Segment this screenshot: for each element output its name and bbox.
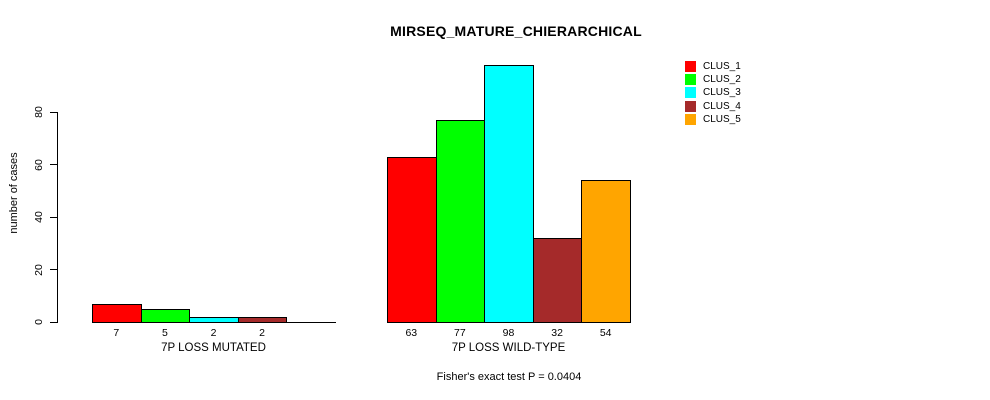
bar-clus_3-wild-type [484, 64, 534, 323]
bar-value-label: 2 [210, 327, 217, 339]
bar-value-label: 2 [259, 327, 266, 339]
y-axis-tick [50, 164, 57, 165]
bar-clus_3-mutated [189, 316, 239, 323]
legend-label: CLUS_4 [703, 100, 741, 112]
bar-clus_5-wild-type [581, 180, 631, 323]
bar-clus_4-wild-type [532, 238, 583, 323]
y-axis-tick [50, 269, 57, 270]
legend-label: CLUS_1 [703, 61, 741, 72]
legend-label: CLUS_2 [703, 74, 741, 86]
legend-item-clus_1: CLUS_1 [685, 61, 741, 72]
chart-title: MIRSEQ_MATURE_CHIERARCHICAL [390, 23, 642, 39]
legend-swatch-icon [685, 113, 696, 125]
bar-value-label: 98 [502, 327, 515, 339]
legend-label: CLUS_5 [703, 113, 741, 125]
y-tick-label: 0 [33, 319, 45, 325]
bar-clus_4-mutated [237, 316, 288, 323]
fisher-test-caption: Fisher's exact test P = 0.0404 [436, 371, 582, 383]
legend-item-clus_4: CLUS_4 [685, 100, 741, 112]
y-axis-tick [50, 111, 57, 113]
bar-clus_1-mutated [92, 303, 142, 323]
y-tick-label: 60 [33, 158, 45, 171]
bar-value-label: 5 [161, 327, 168, 339]
legend-swatch-icon [685, 74, 696, 86]
y-axis-tick [50, 216, 57, 218]
legend-item-clus_2: CLUS_2 [685, 74, 741, 86]
y-tick-label: 80 [33, 106, 45, 118]
legend: CLUS_1 CLUS_2 CLUS_3 CLUS_4 CLUS_5 [685, 61, 741, 127]
group-label: 7P LOSS WILD-TYPE [451, 342, 566, 354]
bar-clus_1-wild-type [387, 156, 437, 323]
y-tick-label: 20 [33, 263, 45, 276]
legend-swatch-icon [685, 61, 696, 72]
legend-label: CLUS_3 [703, 87, 741, 99]
group-label: 7P LOSS MUTATED [161, 342, 266, 354]
bar-value-label: 32 [551, 327, 563, 339]
legend-swatch-icon [685, 100, 696, 112]
bar-clus_2-wild-type [435, 119, 486, 323]
y-axis-tick [50, 321, 57, 323]
bar-value-label: 77 [454, 327, 466, 339]
bar-value-label: 7 [113, 327, 120, 339]
bar-clus_2-mutated [140, 308, 191, 323]
legend-item-clus_3: CLUS_3 [685, 87, 741, 99]
y-tick-label: 40 [33, 211, 45, 223]
legend-item-clus_5: CLUS_5 [685, 113, 741, 125]
y-axis-line [57, 112, 58, 323]
bar-value-label: 63 [405, 327, 418, 339]
legend-swatch-icon [685, 87, 696, 99]
bar-value-label: 54 [599, 327, 612, 339]
